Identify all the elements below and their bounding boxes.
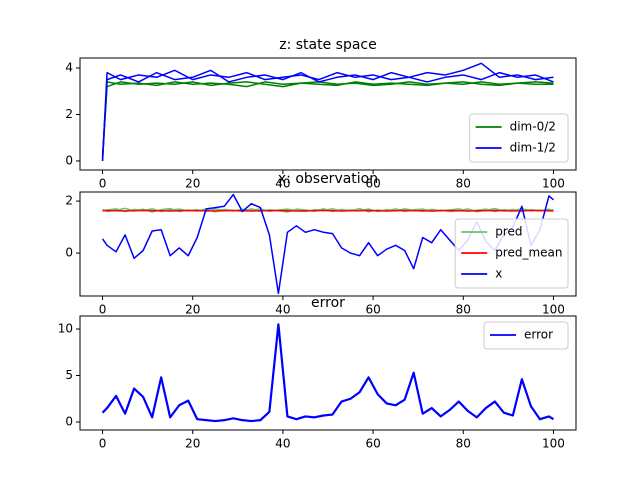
data-line [102, 209, 554, 212]
x-tick-label: 0 [99, 437, 107, 451]
legend-label: error [524, 328, 553, 342]
axes-frame [79, 315, 577, 431]
axes-title: error [311, 295, 345, 311]
y-tick-label: 0 [65, 415, 73, 429]
plot-area [101, 62, 554, 161]
x-tick-label: 80 [456, 303, 471, 317]
legend-box [454, 218, 569, 289]
data-line [101, 323, 555, 423]
y-tick-label: 2 [65, 107, 73, 121]
data-line [101, 81, 554, 161]
x-tick-label: 0 [99, 303, 107, 317]
y-tick-label: 5 [65, 368, 73, 382]
y-tick-label: 0 [65, 153, 73, 167]
x-tick-label: 80 [456, 177, 471, 191]
x-tick-label: 40 [275, 303, 290, 317]
axes-title: x: observation [278, 171, 378, 187]
y-tick-label: 10 [58, 322, 73, 336]
plot-area [101, 323, 555, 423]
x-tick-label: 60 [365, 437, 380, 451]
x-tick-label: 40 [275, 177, 290, 191]
legend-label: pred_mean [495, 246, 562, 260]
x-tick-label: 100 [542, 303, 565, 317]
x-tick-label: 100 [542, 177, 565, 191]
x-tick-label: 20 [185, 303, 200, 317]
legend-box [483, 321, 569, 350]
legend-label: dim-1/2 [510, 141, 556, 155]
x-tick-label: 100 [542, 437, 565, 451]
x-tick-label: 40 [275, 437, 290, 451]
legend-label: dim-0/2 [510, 120, 556, 134]
x-tick-label: 20 [185, 437, 200, 451]
y-tick-label: 4 [65, 60, 73, 74]
legend-label: x [495, 267, 502, 281]
y-tick-label: 2 [65, 194, 73, 208]
legend-box [469, 113, 569, 163]
legend-label: pred [495, 225, 522, 239]
x-tick-label: 80 [456, 437, 471, 451]
data-line [101, 69, 554, 157]
axes-title: z: state space [279, 37, 377, 53]
x-tick-label: 20 [185, 177, 200, 191]
y-tick-label: 0 [65, 246, 73, 260]
axes-frame [79, 191, 577, 297]
x-tick-label: 0 [99, 177, 107, 191]
x-tick-label: 60 [365, 177, 380, 191]
axes-frame [79, 57, 577, 171]
x-tick-label: 60 [365, 303, 380, 317]
